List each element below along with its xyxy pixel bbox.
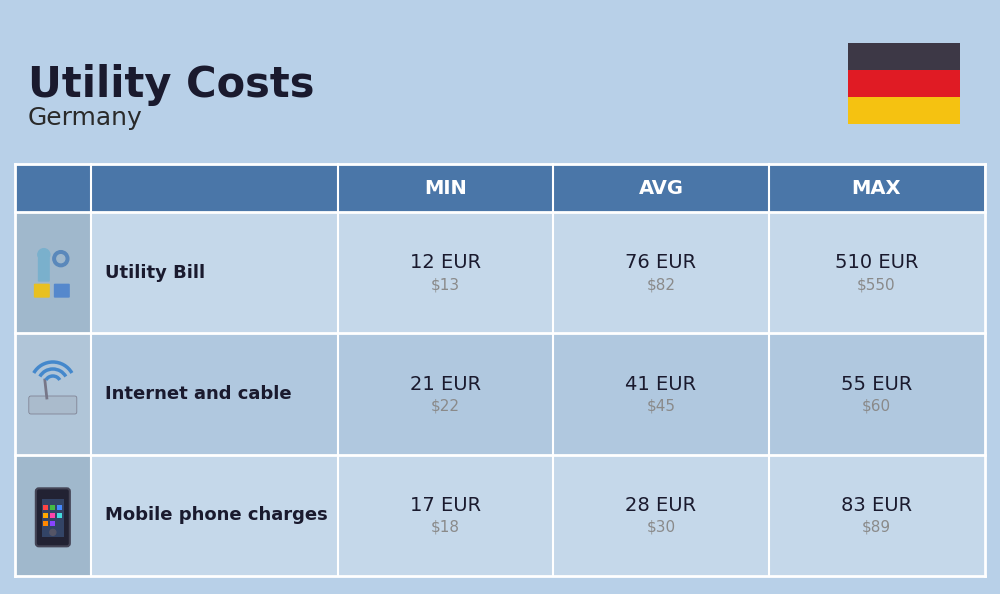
Bar bbox=[848, 97, 960, 124]
FancyBboxPatch shape bbox=[42, 500, 64, 538]
Bar bbox=[848, 43, 960, 70]
Text: Mobile phone charges: Mobile phone charges bbox=[105, 506, 327, 525]
FancyBboxPatch shape bbox=[36, 488, 70, 546]
Text: MAX: MAX bbox=[852, 179, 901, 197]
Bar bbox=[15, 333, 91, 454]
Bar bbox=[91, 164, 338, 212]
Text: $45: $45 bbox=[647, 399, 676, 413]
Bar bbox=[769, 454, 984, 576]
Bar bbox=[43, 513, 48, 518]
Bar bbox=[848, 70, 960, 97]
Bar bbox=[338, 212, 553, 333]
Bar bbox=[338, 454, 553, 576]
Bar bbox=[553, 164, 769, 212]
FancyBboxPatch shape bbox=[38, 258, 50, 282]
Bar bbox=[43, 505, 48, 510]
Bar bbox=[43, 521, 48, 526]
Text: 76 EUR: 76 EUR bbox=[625, 253, 697, 272]
Circle shape bbox=[50, 529, 56, 535]
Text: 83 EUR: 83 EUR bbox=[841, 496, 912, 515]
Bar bbox=[91, 333, 338, 454]
Bar bbox=[769, 164, 984, 212]
FancyBboxPatch shape bbox=[54, 284, 70, 298]
Text: $82: $82 bbox=[647, 277, 676, 292]
Text: $60: $60 bbox=[862, 399, 891, 413]
Text: 510 EUR: 510 EUR bbox=[835, 253, 918, 272]
Circle shape bbox=[53, 251, 69, 267]
Bar bbox=[769, 333, 984, 454]
Bar bbox=[15, 454, 91, 576]
Text: $89: $89 bbox=[862, 520, 891, 535]
Text: $13: $13 bbox=[431, 277, 460, 292]
Bar bbox=[15, 164, 91, 212]
Text: 41 EUR: 41 EUR bbox=[625, 374, 697, 393]
Text: $30: $30 bbox=[646, 520, 676, 535]
Circle shape bbox=[38, 249, 50, 261]
FancyBboxPatch shape bbox=[29, 396, 77, 414]
Text: Germany: Germany bbox=[28, 106, 143, 130]
Bar bbox=[553, 454, 769, 576]
Text: Utility Bill: Utility Bill bbox=[105, 264, 205, 282]
Text: AVG: AVG bbox=[639, 179, 684, 197]
Text: 28 EUR: 28 EUR bbox=[625, 496, 697, 515]
Text: $550: $550 bbox=[857, 277, 896, 292]
Bar bbox=[338, 164, 553, 212]
Circle shape bbox=[57, 255, 65, 263]
Bar bbox=[338, 333, 553, 454]
Bar bbox=[50, 513, 55, 518]
Bar bbox=[57, 505, 62, 510]
Bar bbox=[57, 513, 62, 518]
Text: 55 EUR: 55 EUR bbox=[841, 374, 912, 393]
Text: $22: $22 bbox=[431, 399, 460, 413]
Bar bbox=[769, 212, 984, 333]
Text: 17 EUR: 17 EUR bbox=[410, 496, 481, 515]
Bar bbox=[50, 505, 55, 510]
Bar bbox=[91, 454, 338, 576]
Text: MIN: MIN bbox=[424, 179, 467, 197]
Bar bbox=[553, 333, 769, 454]
Text: Utility Costs: Utility Costs bbox=[28, 64, 314, 106]
Text: 12 EUR: 12 EUR bbox=[410, 253, 481, 272]
Text: $18: $18 bbox=[431, 520, 460, 535]
FancyBboxPatch shape bbox=[34, 284, 50, 298]
Bar bbox=[91, 212, 338, 333]
Text: 21 EUR: 21 EUR bbox=[410, 374, 481, 393]
Bar bbox=[50, 521, 55, 526]
Text: Internet and cable: Internet and cable bbox=[105, 385, 291, 403]
Bar bbox=[553, 212, 769, 333]
Bar bbox=[15, 212, 91, 333]
